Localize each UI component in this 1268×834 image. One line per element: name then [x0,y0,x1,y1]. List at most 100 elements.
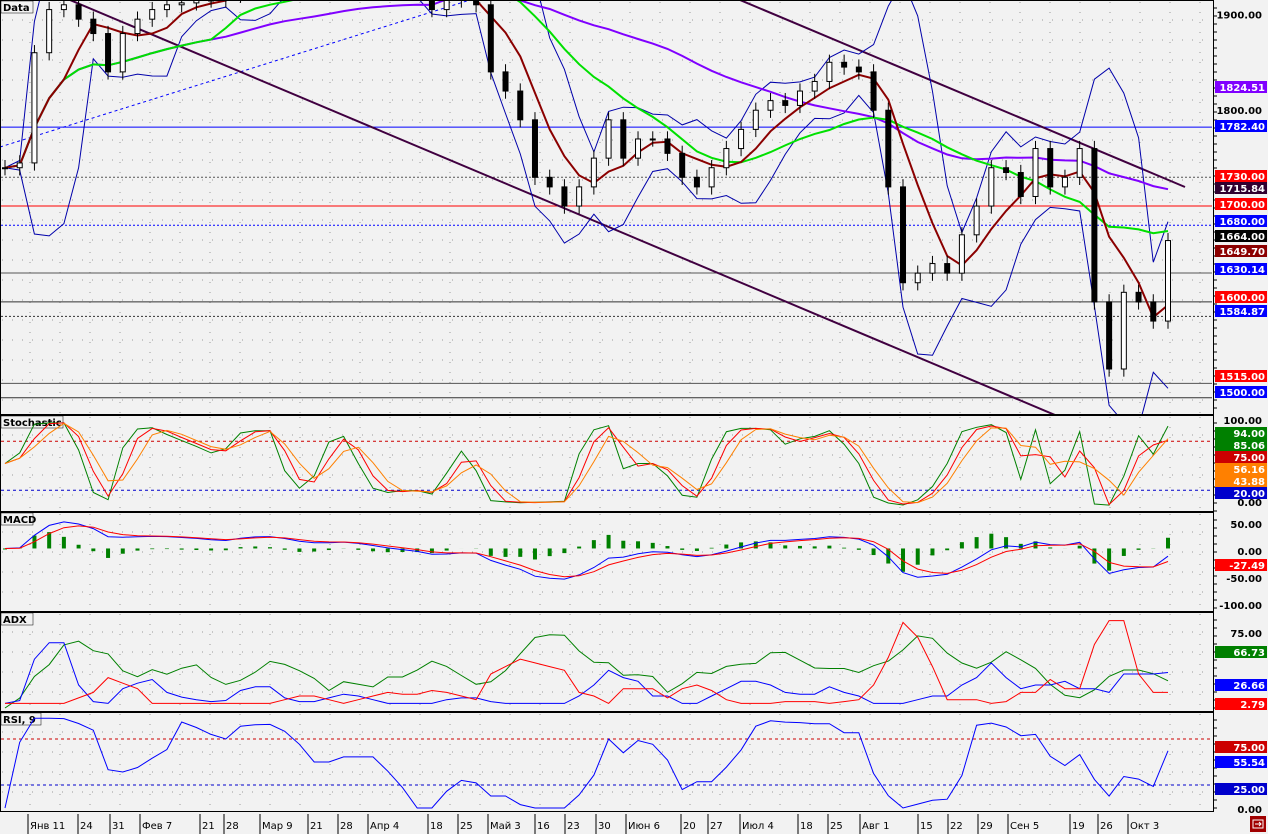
macd-histogram-bar [959,542,964,549]
macd-histogram-bar [827,545,832,549]
indicator-axis-badge-text: 26.66 [1233,681,1265,692]
date-label: Авг 1 [862,821,890,832]
macd-histogram-bar [282,548,287,550]
indicator-tick-label: 100.00 [1223,416,1262,427]
candle [605,119,612,159]
macd-histogram-bar [783,545,788,549]
candle [900,186,907,284]
macd-histogram-bar [871,548,876,556]
candle [944,263,951,274]
macd-histogram-bar [297,548,302,552]
macd-histogram-bar [356,548,361,550]
trendline [739,1,1186,188]
candle [988,167,995,207]
price-axis-badge [1215,81,1267,93]
icon-box [1252,819,1264,829]
indicator-line [4,422,1169,506]
indicator-macd [3,521,1170,580]
candle [75,4,82,20]
macd-histogram-bar [253,546,258,549]
date-label: 22 [950,821,963,832]
indicator-axis-badge [1215,679,1267,691]
indicator-axis-badge-text: 2.79 [1240,700,1265,711]
candle [958,234,965,274]
macd-histogram-bar [901,548,906,572]
panel-title-box [0,512,34,526]
macd-histogram-bar [1004,537,1009,549]
macd-histogram-bar [238,547,243,549]
candle [723,148,730,169]
indicator-tick-label: 50.00 [1230,520,1262,531]
panel-adx: ADX [0,612,1217,712]
candle [1120,291,1127,370]
indicator-axis-badge-text: 85.06 [1233,441,1265,452]
indicator-axis-badge [1215,741,1267,753]
date-label: Сен 5 [1010,821,1039,832]
macd-histogram-bar [621,540,626,549]
indicator-axis-badge-text: 66.73 [1233,648,1265,659]
trendline [69,1,1056,414]
candle [914,272,921,284]
indicator-axis-badge-text: 56.16 [1233,465,1265,476]
candle [811,80,818,92]
panel-frame [0,612,1214,712]
candle [561,186,568,207]
bollinger-lower [4,1,1169,414]
candle [531,119,538,178]
date-label: 24 [80,821,93,832]
candle [826,61,833,82]
candle [635,138,642,159]
date-label: Апр 4 [370,821,399,832]
candle [649,138,656,141]
macd-histogram-bar [150,548,155,550]
macd-histogram-bar [915,548,920,565]
indicator-axis-badge [1215,451,1267,463]
date-label: 30 [598,821,611,832]
macd-histogram-bar [547,548,552,557]
indicator-rsi [1,717,1213,809]
arrow-right-box-icon[interactable] [1250,816,1266,832]
dashed-trendline [1,1,469,148]
macd-histogram-bar [1092,548,1097,564]
price-axis-badge [1215,305,1267,317]
candle [1061,176,1068,188]
macd-histogram-bar [665,546,670,549]
macd-histogram-bar [768,542,773,549]
macd-histogram-bar [930,548,935,556]
indicator-axis-badge [1215,559,1267,571]
price-axis-badge-text: 1700.00 [1219,200,1265,211]
date-label: 29 [980,821,993,832]
price-axis-badge [1215,386,1267,398]
price-axis-badge-text: 1664.00 [1219,232,1265,243]
date-label: 19 [1072,821,1085,832]
macd-histogram-bar [1107,548,1112,571]
macd-histogram-bar [989,533,994,549]
indicator-line [4,422,1169,506]
macd-histogram-bar [415,548,420,553]
macd-histogram-bar [1136,548,1141,550]
price-axis-badge-text: 1824.51 [1219,83,1265,94]
panel-title: Data [3,3,30,14]
price-axis-badge [1215,370,1267,382]
indicator-tick-label: 0.00 [1237,547,1262,558]
candle [767,100,774,111]
candle [105,33,112,73]
price-axis-badge [1215,230,1267,242]
candle [546,176,553,188]
macd-histogram-bar [739,542,744,549]
indicator-axis-badge [1215,427,1267,439]
date-label: 18 [430,821,443,832]
panel-frame [0,512,1214,612]
candle [502,71,509,92]
candle [90,18,97,35]
price-axis-badge-text: 1715.84 [1219,184,1265,195]
indicator-tick-label: -100.00 [1219,601,1262,612]
candle [855,66,862,73]
indicator-axis-badge-text: 43.88 [1233,477,1265,488]
date-label: 23 [567,821,580,832]
candle [1017,172,1024,197]
indicator-axis-badge [1215,463,1267,475]
panel-title: MACD [3,515,36,526]
macd-histogram-bar [3,548,7,550]
candle [620,119,627,159]
